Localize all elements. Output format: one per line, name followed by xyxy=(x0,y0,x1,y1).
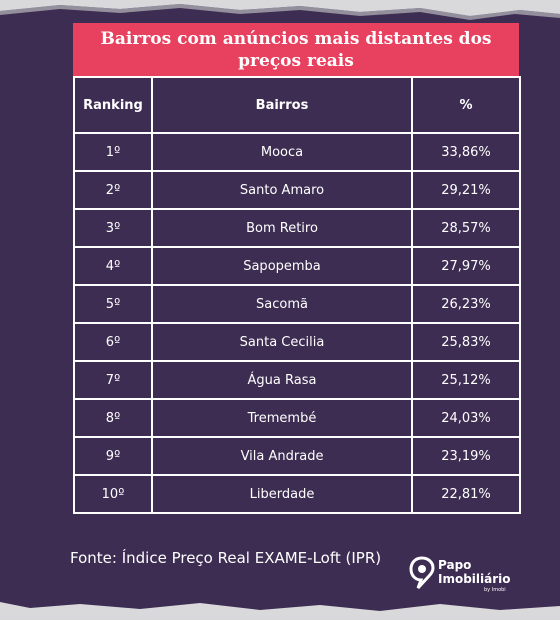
table-row: 8º Tremembé 24,03% xyxy=(73,398,521,438)
neighborhood-cell: Bom Retiro xyxy=(151,208,413,248)
rank-cell: 4º xyxy=(73,246,153,286)
table-row: 5º Sacomã 26,23% xyxy=(73,284,521,324)
torn-paper-bottom xyxy=(0,602,560,620)
neighborhood-cell: Água Rasa xyxy=(151,360,413,400)
rank-cell: 3º xyxy=(73,208,153,248)
logo-text-line2: Imobiliário xyxy=(438,572,511,586)
table-row: 2º Santo Amaro 29,21% xyxy=(73,170,521,210)
neighborhood-cell: Santo Amaro xyxy=(151,170,413,210)
percent-cell: 24,03% xyxy=(411,398,521,438)
rank-cell: 10º xyxy=(73,474,153,514)
neighborhood-cell: Santa Cecilia xyxy=(151,322,413,362)
ranking-table: Ranking Bairros % 1º Mooca 33,86% 2º San… xyxy=(73,76,521,514)
percent-cell: 25,12% xyxy=(411,360,521,400)
table-row: 9º Vila Andrade 23,19% xyxy=(73,436,521,476)
rank-cell: 5º xyxy=(73,284,153,324)
percent-cell: 28,57% xyxy=(411,208,521,248)
logo-text-line1: Papo xyxy=(438,558,472,572)
percent-cell: 26,23% xyxy=(411,284,521,324)
neighborhood-cell: Tremembé xyxy=(151,398,413,438)
neighborhood-cell: Liberdade xyxy=(151,474,413,514)
rank-cell: 7º xyxy=(73,360,153,400)
percent-cell: 22,81% xyxy=(411,474,521,514)
neighborhood-cell: Vila Andrade xyxy=(151,436,413,476)
torn-paper-top xyxy=(0,0,560,20)
logo-mark-icon xyxy=(409,556,435,590)
percent-cell: 27,97% xyxy=(411,246,521,286)
neighborhood-cell: Sacomã xyxy=(151,284,413,324)
table-row: 4º Sapopemba 27,97% xyxy=(73,246,521,286)
table-row: 1º Mooca 33,86% xyxy=(73,132,521,172)
neighborhood-cell: Mooca xyxy=(151,132,413,172)
percent-cell: 29,21% xyxy=(411,170,521,210)
papo-imobiliario-logo: Papo Imobiliário by Imobi xyxy=(409,556,519,596)
table-header-row: Ranking Bairros % xyxy=(73,76,521,134)
header-percent: % xyxy=(411,76,521,134)
rank-cell: 9º xyxy=(73,436,153,476)
percent-cell: 23,19% xyxy=(411,436,521,476)
table-title: Bairros com anúncios mais distantes dos … xyxy=(73,23,519,76)
header-bairros: Bairros xyxy=(151,76,413,134)
table-row: 10º Liberdade 22,81% xyxy=(73,474,521,514)
neighborhood-cell: Sapopemba xyxy=(151,246,413,286)
percent-cell: 33,86% xyxy=(411,132,521,172)
rank-cell: 6º xyxy=(73,322,153,362)
percent-cell: 25,83% xyxy=(411,322,521,362)
logo-subtext: by Imobi xyxy=(484,587,506,593)
rank-cell: 1º xyxy=(73,132,153,172)
header-ranking: Ranking xyxy=(73,76,153,134)
table-row: 6º Santa Cecilia 25,83% xyxy=(73,322,521,362)
rank-cell: 8º xyxy=(73,398,153,438)
source-note: Fonte: Índice Preço Real EXAME-Loft (IPR… xyxy=(70,549,382,567)
table-row: 7º Água Rasa 25,12% xyxy=(73,360,521,400)
rank-cell: 2º xyxy=(73,170,153,210)
table-row: 3º Bom Retiro 28,57% xyxy=(73,208,521,248)
